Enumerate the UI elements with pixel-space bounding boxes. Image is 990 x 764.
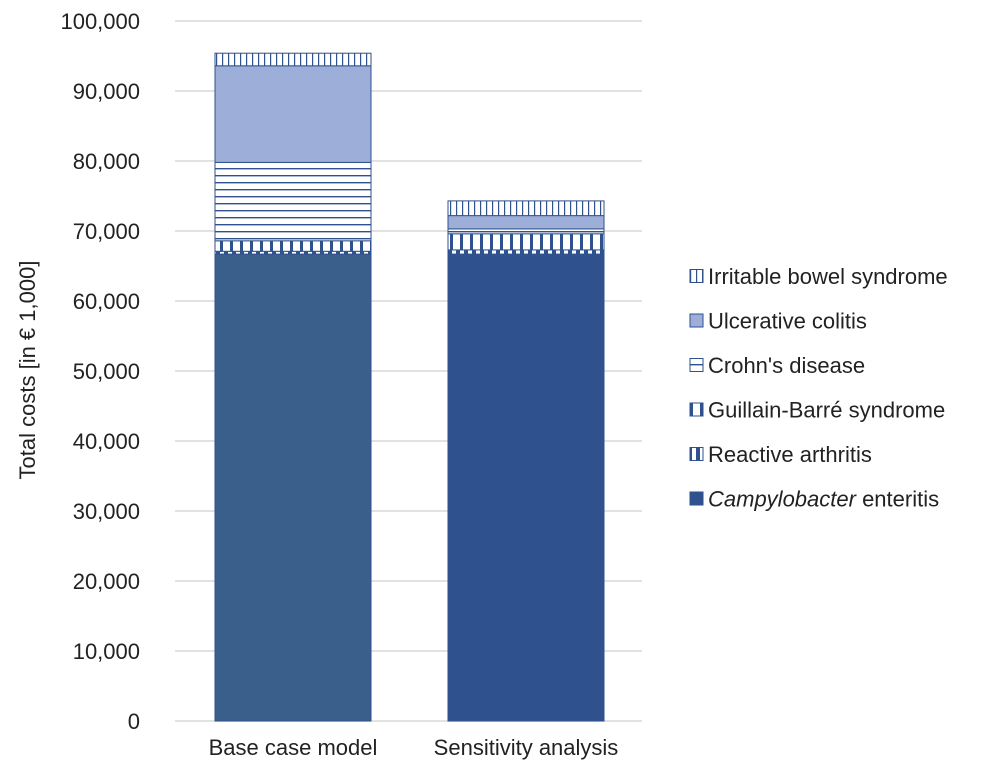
- legend-label: Guillain-Barré syndrome: [708, 398, 945, 423]
- y-tick-label: 80,000: [73, 149, 140, 174]
- bar-segment-ulcerative-colitis: [214, 65, 372, 163]
- y-tick-label: 60,000: [73, 289, 140, 314]
- legend-label: Crohn's disease: [708, 353, 865, 378]
- y-tick-label: 90,000: [73, 79, 140, 104]
- y-tick-label: 50,000: [73, 359, 140, 384]
- legend-label: Campylobacter enteritis: [708, 487, 939, 512]
- y-tick-label: 30,000: [73, 499, 140, 524]
- x-tick-label: Base case model: [209, 735, 378, 760]
- y-axis-tick-labels: 0 10,000 20,000 30,000 40,000 50,000 60,000 70,…: [60, 9, 140, 734]
- x-axis-tick-labels: Base case model Sensitivity analysis: [209, 735, 619, 760]
- legend-label: Irritable bowel syndrome: [708, 264, 948, 289]
- bar-segment-campylobacter-enteritis: [447, 253, 605, 722]
- bar-segment-irritable-bowel-syndrome: [447, 200, 605, 217]
- legend-label: Reactive arthritis: [708, 442, 872, 467]
- bar-segment-ulcerative-colitis: [447, 215, 605, 230]
- bar-segment-guillain-barr-syndrome: [214, 240, 372, 252]
- y-tick-label: 70,000: [73, 219, 140, 244]
- legend-swatch: [689, 402, 704, 417]
- bar-segment-irritable-bowel-syndrome: [214, 52, 372, 67]
- bar-segment-guillain-barr-syndrome: [447, 233, 605, 251]
- x-tick-label: Sensitivity analysis: [434, 735, 619, 760]
- y-tick-label: 100,000: [60, 9, 140, 34]
- legend-swatch: [689, 269, 704, 283]
- y-tick-label: 10,000: [73, 639, 140, 664]
- bar-segment-reactive-arthritis: [447, 249, 605, 255]
- y-tick-label: 20,000: [73, 569, 140, 594]
- bar-segment-campylobacter-enteritis: [214, 253, 372, 722]
- legend-swatch: [689, 447, 704, 461]
- bars: [214, 52, 605, 722]
- legend-label: Ulcerative colitis: [708, 309, 867, 334]
- y-axis-title: Total costs [in € 1,000]: [15, 261, 40, 480]
- legend-swatch: [689, 491, 704, 506]
- y-tick-label: 0: [128, 709, 140, 734]
- legend-swatch: [689, 358, 704, 372]
- legend: Irritable bowel syndrome Ulcerative colit…: [689, 264, 948, 512]
- bar-segment-crohn-s-disease: [447, 228, 605, 235]
- bar-segment-crohn-s-disease: [214, 161, 372, 242]
- legend-swatch: [689, 313, 704, 328]
- y-tick-label: 40,000: [73, 429, 140, 454]
